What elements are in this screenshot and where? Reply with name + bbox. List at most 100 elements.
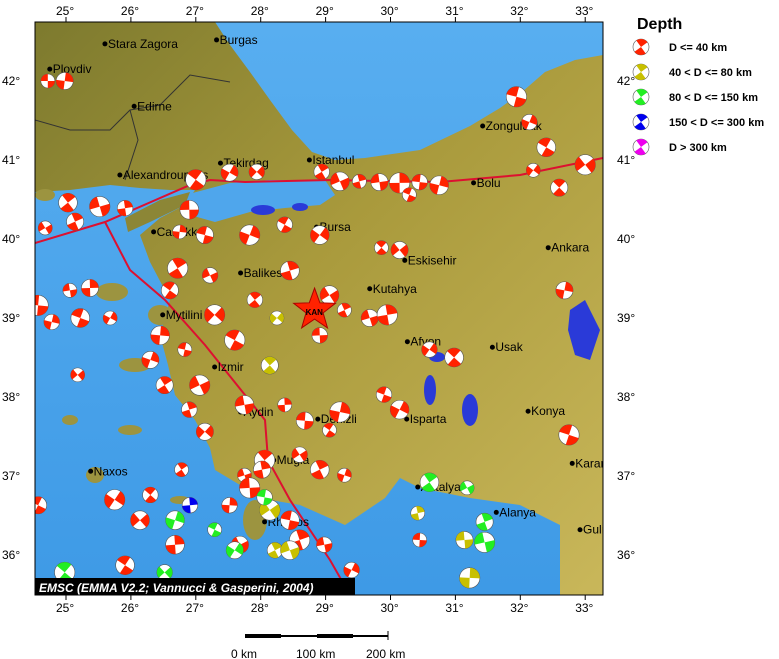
focal-mechanism-beachball[interactable] (70, 308, 90, 328)
focal-mechanism-beachball[interactable] (280, 540, 300, 560)
focal-mechanism-beachball[interactable] (455, 531, 474, 549)
focal-mechanism-beachball[interactable] (389, 399, 410, 420)
focal-mechanism-beachball[interactable] (156, 564, 173, 581)
focal-mechanism-beachball[interactable] (141, 350, 160, 369)
focal-mechanism-beachball[interactable] (429, 175, 449, 195)
focal-mechanism-beachball[interactable] (253, 460, 271, 479)
focal-mechanism-beachball[interactable] (474, 531, 496, 553)
focal-mechanism-beachball[interactable] (142, 486, 159, 504)
focal-mechanism-beachball[interactable] (43, 313, 60, 331)
focal-mechanism-beachball[interactable] (207, 522, 222, 538)
focal-mechanism-beachball[interactable] (181, 497, 199, 514)
focal-mechanism-beachball[interactable] (525, 162, 541, 178)
focal-mechanism-beachball[interactable] (313, 163, 330, 180)
focal-mechanism-beachball[interactable] (310, 459, 330, 480)
focal-mechanism-beachball[interactable] (246, 291, 263, 308)
focal-mechanism-beachball[interactable] (459, 480, 475, 496)
focal-mechanism-beachball[interactable] (248, 163, 265, 180)
focal-mechanism-beachball[interactable] (475, 512, 494, 531)
focal-mechanism-beachball[interactable] (167, 257, 189, 279)
focal-mechanism-beachball[interactable] (116, 200, 134, 217)
focal-mechanism-beachball[interactable] (62, 283, 78, 298)
focal-mechanism-beachball[interactable] (329, 401, 351, 423)
focal-mechanism-beachball[interactable] (204, 304, 226, 326)
focal-mechanism-beachball[interactable] (316, 536, 333, 553)
focal-mechanism-beachball[interactable] (174, 462, 189, 477)
focal-mechanism-beachball[interactable] (536, 137, 556, 158)
legend-beachball-icon[interactable] (632, 88, 650, 106)
focal-mechanism-beachball[interactable] (558, 424, 580, 446)
focal-mechanism-beachball[interactable] (319, 285, 340, 305)
focal-mechanism-beachball[interactable] (390, 241, 409, 259)
focal-mechanism-beachball[interactable] (310, 225, 330, 245)
legend-beachball-icon[interactable] (632, 63, 650, 81)
focal-mechanism-beachball[interactable] (280, 260, 300, 281)
focal-mechanism-beachball[interactable] (330, 171, 350, 192)
focal-mechanism-beachball[interactable] (277, 397, 293, 413)
epicenter-marker[interactable]: KAN (292, 286, 337, 330)
focal-mechanism-beachball[interactable] (234, 395, 255, 415)
focal-mechanism-beachball[interactable] (225, 541, 244, 560)
focal-mechanism-beachball[interactable] (58, 192, 78, 213)
focal-mechanism-beachball[interactable] (402, 187, 417, 203)
focal-mechanism-beachball[interactable] (40, 73, 56, 89)
focal-mechanism-beachball[interactable] (256, 489, 273, 506)
focal-mechanism-beachball[interactable] (550, 178, 569, 197)
focal-mechanism-beachball[interactable] (155, 376, 174, 395)
focal-mechanism-beachball[interactable] (89, 196, 111, 218)
focal-mechanism-beachball[interactable] (311, 327, 328, 344)
focal-mechanism-beachball[interactable] (195, 226, 214, 244)
focal-mechanism-beachball[interactable] (266, 542, 284, 559)
focal-mechanism-beachball[interactable] (165, 535, 185, 555)
focal-mechanism-beachball[interactable] (165, 510, 185, 530)
focal-mechanism-beachball[interactable] (574, 154, 596, 176)
focal-mechanism-beachball[interactable] (239, 477, 261, 499)
focal-mechanism-beachball[interactable] (66, 212, 84, 231)
focal-mechanism-beachball[interactable] (239, 224, 261, 246)
focal-mechanism-beachball[interactable] (269, 310, 285, 326)
focal-mechanism-beachball[interactable] (221, 497, 238, 514)
focal-mechanism-beachball[interactable] (224, 329, 246, 351)
focal-mechanism-beachball[interactable] (150, 325, 170, 346)
focal-mechanism-beachball[interactable] (555, 281, 574, 300)
focal-mechanism-beachball[interactable] (419, 472, 440, 493)
focal-mechanism-beachball[interactable] (343, 561, 360, 579)
focal-mechanism-beachball[interactable] (104, 489, 126, 511)
focal-mechanism-beachball[interactable] (177, 342, 193, 357)
focal-mechanism-beachball[interactable] (179, 200, 200, 220)
focal-mechanism-beachball[interactable] (411, 174, 428, 191)
focal-mechanism-beachball[interactable] (521, 113, 538, 131)
focal-mechanism-beachball[interactable] (295, 411, 314, 430)
focal-mechanism-beachball[interactable] (201, 267, 219, 284)
focal-mechanism-beachball[interactable] (115, 555, 135, 575)
focal-mechanism-beachball[interactable] (55, 72, 74, 90)
focal-mechanism-beachball[interactable] (291, 446, 308, 463)
legend-beachball-icon[interactable] (632, 138, 650, 156)
focal-mechanism-beachball[interactable] (102, 310, 118, 326)
focal-mechanism-beachball[interactable] (505, 86, 527, 108)
focal-mechanism-beachball[interactable] (37, 220, 53, 236)
legend-beachball-icon[interactable] (632, 38, 650, 56)
focal-mechanism-beachball[interactable] (360, 309, 379, 327)
focal-mechanism-beachball[interactable] (374, 240, 389, 255)
focal-mechanism-beachball[interactable] (352, 174, 367, 189)
focal-mechanism-beachball[interactable] (185, 169, 207, 191)
focal-mechanism-beachball[interactable] (376, 304, 398, 326)
focal-mechanism-beachball[interactable] (29, 496, 47, 515)
legend-beachball-icon[interactable] (632, 113, 650, 131)
focal-mechanism-beachball[interactable] (70, 367, 85, 383)
focal-mechanism-beachball[interactable] (130, 510, 150, 530)
focal-mechanism-beachball[interactable] (337, 302, 352, 318)
focal-mechanism-beachball[interactable] (81, 279, 99, 297)
focal-mechanism-beachball[interactable] (189, 374, 211, 396)
focal-mechanism-beachball[interactable] (389, 172, 411, 194)
focal-mechanism-beachball[interactable] (459, 567, 481, 589)
focal-mechanism-beachball[interactable] (421, 341, 438, 358)
epicenter-star-icon[interactable] (292, 286, 337, 330)
focal-mechanism-beachball[interactable] (181, 401, 198, 418)
focal-mechanism-beachball[interactable] (412, 532, 428, 548)
focal-mechanism-beachball[interactable] (220, 163, 239, 182)
focal-mechanism-beachball[interactable] (276, 216, 293, 233)
focal-mechanism-beachball[interactable] (172, 224, 187, 240)
focal-mechanism-beachball[interactable] (410, 505, 426, 521)
